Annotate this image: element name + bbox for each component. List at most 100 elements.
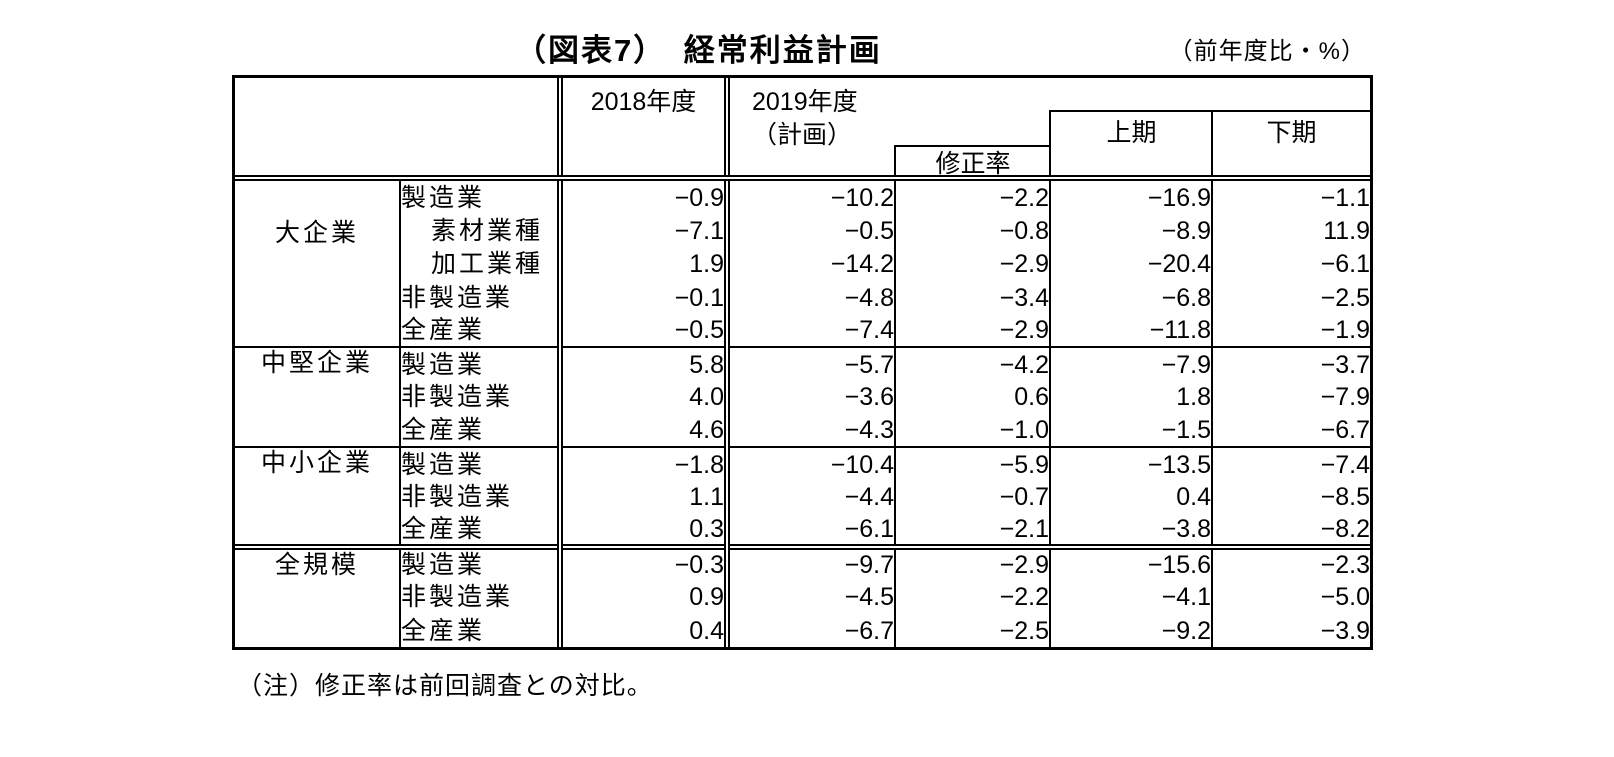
value-cell: −7.4 — [1212, 446, 1370, 481]
value-cell: −4.4 — [727, 480, 896, 514]
value-cell: −1.9 — [1320, 316, 1370, 345]
table-row: 全産業 −0.5 −7.4 −2.9 −11.8 −1.9 — [235, 314, 1370, 348]
table-row: 中小企業 製造業 −1.8 −10.4 −5.9 −13.5 −7.4 — [235, 446, 1370, 548]
header-fy2019-line1: 2019年度 — [752, 88, 858, 116]
value-cell: −3.4 — [895, 280, 1051, 315]
value-cell: −2.1 — [895, 513, 1051, 548]
value-cell: −8.9 — [1050, 214, 1213, 248]
value-cell: −4.3 — [727, 414, 896, 448]
header-second-half-cell: 下期 — [1211, 110, 1370, 175]
value-cell: −0.7 — [895, 480, 1051, 514]
value-cell: 1.1 — [560, 480, 730, 514]
page-title: （図表7） 経常利益計画 — [515, 33, 882, 68]
value-cell: −1.8 — [560, 446, 730, 481]
value-cell: −3.6 — [727, 380, 896, 415]
value-cell: 0.9 — [560, 580, 730, 614]
value-cell: −20.4 — [1050, 247, 1213, 281]
value-cell: −6.8 — [1050, 280, 1213, 315]
value-cell: −2.5 — [1320, 283, 1370, 312]
value-cell: −10.2 — [727, 181, 896, 215]
row-label: 全産業 — [400, 314, 563, 348]
value-cell: 0.4 — [1050, 480, 1213, 514]
value-cell: 0.3 — [560, 513, 730, 548]
row-label: 非製造業 — [400, 480, 563, 514]
table-row: 全産業 0.4 −6.7 −2.5 −9.2 −3.9 — [235, 613, 1370, 648]
value-cell: −9.7 — [727, 544, 896, 581]
header-revision-cell: 修正率 — [894, 145, 1050, 178]
value-cell: −5.7 — [727, 346, 896, 381]
value-cell: 4.0 — [560, 380, 730, 415]
group-label: 全規模 — [235, 544, 401, 648]
value-cell: −4.2 — [895, 346, 1051, 381]
data-grid: 大企業 製造業 −0.9 −10.2 −2.2 −16.9 −1.1 素材業種 … — [235, 181, 1370, 648]
value-cell: −4.1 — [1050, 580, 1213, 614]
value-cell: −14.2 — [727, 247, 896, 281]
table-row: 素材業種 −7.1 −0.5 −0.8 −8.9 11.9 — [235, 214, 1370, 248]
row-label: 製造業 — [400, 181, 563, 215]
header-fy2018-cell: 2018年度 — [563, 78, 730, 175]
value-cell: −2.5 — [895, 613, 1051, 648]
table-row: 全産業 4.6 −4.3 −1.0 −1.5 −6.7 — [235, 414, 1370, 448]
value-cell: −1.1 — [1320, 183, 1370, 212]
profit-plan-table: 2018年度 2019年度 （計画） 修正率 上期 下期 大企業 製造業 −0.… — [232, 75, 1373, 651]
table-row: 非製造業 0.9 −4.5 −2.2 −4.1 −5.0 — [235, 580, 1370, 614]
value-cell: 1.9 — [560, 247, 730, 281]
value-cell: −2.9 — [895, 247, 1051, 281]
table-row: 非製造業 1.1 −4.4 −0.7 0.4 −8.5 — [235, 480, 1370, 514]
row-label: 全産業 — [400, 513, 563, 548]
header-fy2019-cell: 2019年度 （計画） — [730, 78, 894, 175]
row-label: 製造業 — [400, 446, 563, 481]
unit-note: （前年度比・%） — [1168, 38, 1366, 65]
row-label: 非製造業 — [400, 580, 563, 614]
value-cell: −6.7 — [727, 613, 896, 648]
row-label: 加工業種 — [400, 247, 563, 281]
row-label: 全産業 — [400, 613, 563, 648]
value-cell: −13.5 — [1050, 446, 1213, 481]
value-cell: −3.8 — [1050, 513, 1213, 548]
value-cell: 4.6 — [560, 414, 730, 448]
value-cell: −7.9 — [1320, 383, 1370, 412]
value-cell: −2.3 — [1212, 544, 1370, 581]
value-cell: 1.8 — [1050, 380, 1213, 415]
value-cell: −0.9 — [560, 181, 730, 215]
value-cell: −6.1 — [727, 513, 896, 548]
value-cell: −9.2 — [1050, 613, 1213, 648]
row-label: 製造業 — [400, 544, 563, 581]
value-cell: −0.1 — [560, 280, 730, 315]
table-row: 大企業 製造業 −0.9 −10.2 −2.2 −16.9 −1.1 — [235, 181, 1370, 348]
value-cell: −0.8 — [895, 214, 1051, 248]
group-label: 中堅企業 — [235, 346, 401, 448]
value-cell: −0.5 — [560, 314, 730, 348]
value-cell: −7.1 — [560, 214, 730, 248]
value-cell: −2.9 — [895, 314, 1051, 348]
value-cell: 5.8 — [560, 346, 730, 381]
footnote: （注）修正率は前回調査との対比。 — [237, 672, 653, 700]
group-label: 中小企業 — [235, 446, 401, 548]
value-cell: −2.2 — [895, 181, 1051, 215]
value-cell: −3.7 — [1212, 346, 1370, 381]
value-cell: −7.4 — [727, 314, 896, 348]
value-cell: −2.9 — [895, 544, 1051, 581]
value-cell: −1.0 — [895, 414, 1051, 448]
value-cell: −3.9 — [1320, 616, 1370, 645]
header-first-half-cell: 上期 — [1049, 110, 1212, 175]
table-row: 非製造業 4.0 −3.6 0.6 1.8 −7.9 — [235, 380, 1370, 415]
value-cell: −6.1 — [1320, 250, 1370, 279]
row-label: 素材業種 — [400, 214, 563, 248]
row-label: 非製造業 — [400, 280, 563, 315]
value-cell: −0.3 — [560, 544, 730, 581]
value-cell: −8.5 — [1320, 483, 1370, 512]
value-cell: 0.4 — [560, 613, 730, 648]
row-label: 製造業 — [400, 346, 563, 381]
table-row: 全産業 0.3 −6.1 −2.1 −3.8 −8.2 — [235, 513, 1370, 548]
value-cell: −7.9 — [1050, 346, 1213, 381]
value-cell: −5.0 — [1320, 583, 1370, 612]
value-cell: −8.2 — [1320, 515, 1370, 544]
value-cell: −2.2 — [895, 580, 1051, 614]
value-cell: −5.9 — [895, 446, 1051, 481]
value-cell: −1.5 — [1050, 414, 1213, 448]
table-row: 中堅企業 製造業 5.8 −5.7 −4.2 −7.9 −3.7 — [235, 346, 1370, 448]
value-cell: −16.9 — [1050, 181, 1213, 215]
value-cell: −4.8 — [727, 280, 896, 315]
